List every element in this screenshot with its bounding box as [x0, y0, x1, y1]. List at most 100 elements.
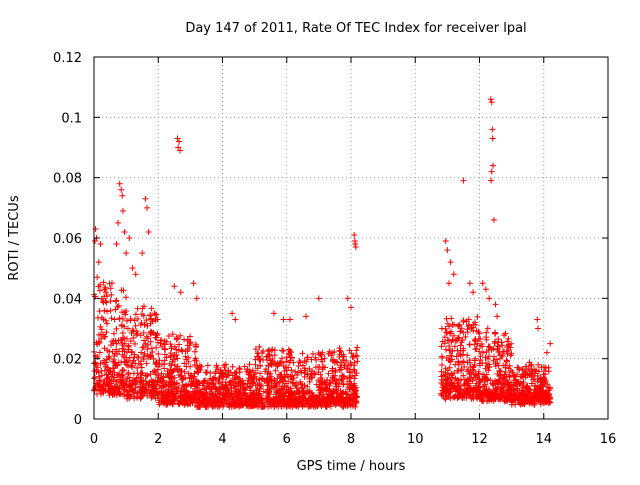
- data-point: [263, 366, 270, 373]
- data-point: [448, 356, 455, 363]
- axis-ticks: 0 2 4 6 8 10 12 14 16 0 0.02 0.04 0.06 0.08 0.1 0.12: [53, 51, 616, 447]
- data-point: [517, 380, 524, 387]
- data-point: [500, 380, 507, 387]
- data-point: [465, 378, 472, 385]
- data-point: [142, 340, 149, 347]
- data-point: [345, 396, 352, 403]
- data-point: [438, 361, 445, 368]
- data-point: [229, 363, 236, 370]
- data-point: [258, 400, 265, 407]
- data-point: [129, 327, 136, 334]
- data-point: [528, 371, 535, 378]
- data-point: [316, 351, 323, 358]
- data-point: [305, 397, 312, 404]
- data-point: [438, 376, 445, 383]
- data-point: [106, 378, 113, 385]
- data-point: [280, 378, 287, 385]
- data-point: [439, 338, 446, 345]
- data-point: [465, 322, 472, 329]
- data-point: [271, 352, 278, 359]
- data-point: [528, 380, 535, 387]
- data-point: [100, 279, 107, 286]
- data-point: [167, 374, 174, 381]
- data-point: [482, 286, 489, 293]
- data-point: [476, 348, 483, 355]
- data-point: [499, 379, 506, 386]
- data-point: [114, 304, 121, 311]
- data-point: [468, 325, 475, 332]
- data-point: [320, 387, 327, 394]
- data-point: [115, 302, 122, 309]
- data-point: [229, 310, 236, 317]
- data-point: [279, 383, 286, 390]
- data-point: [466, 280, 473, 287]
- data-point: [265, 362, 272, 369]
- data-point: [126, 395, 133, 402]
- data-point: [445, 280, 452, 287]
- data-point: [531, 382, 538, 389]
- data-point: [106, 355, 113, 362]
- data-point: [528, 398, 535, 405]
- data-point: [205, 379, 212, 386]
- data-point: [325, 370, 332, 377]
- data-point: [256, 357, 263, 364]
- data-point: [171, 343, 178, 350]
- data-point: [96, 339, 103, 346]
- data-point: [107, 307, 114, 314]
- data-point: [339, 357, 346, 364]
- data-point: [95, 369, 102, 376]
- data-point: [438, 343, 445, 350]
- data-point: [202, 391, 209, 398]
- data-point: [123, 308, 130, 315]
- data-point: [299, 350, 306, 357]
- data-point: [307, 371, 314, 378]
- data-point: [138, 370, 145, 377]
- data-point: [443, 315, 450, 322]
- x-tick-label: 0: [90, 432, 98, 447]
- data-point: [169, 331, 176, 338]
- data-point: [462, 333, 469, 340]
- data-point: [283, 358, 290, 365]
- data-point: [178, 392, 185, 399]
- data-point: [547, 384, 554, 391]
- data-point: [155, 374, 162, 381]
- data-point: [252, 395, 259, 402]
- data-point: [442, 390, 449, 397]
- data-point: [124, 325, 131, 332]
- data-point: [340, 381, 347, 388]
- data-point: [460, 329, 467, 336]
- data-point: [161, 365, 168, 372]
- data-point: [119, 207, 126, 214]
- data-point: [489, 126, 496, 133]
- data-point: [520, 370, 527, 377]
- data-point: [103, 308, 110, 315]
- data-point: [438, 368, 445, 375]
- data-point: [505, 335, 512, 342]
- data-point: [266, 382, 273, 389]
- data-point: [487, 377, 494, 384]
- data-point: [282, 374, 289, 381]
- data-point: [137, 395, 144, 402]
- data-point: [125, 346, 132, 353]
- data-point: [499, 342, 506, 349]
- data-point: [502, 369, 509, 376]
- data-point: [173, 346, 180, 353]
- data-point: [461, 382, 468, 389]
- data-point: [495, 391, 502, 398]
- data-point: [140, 381, 147, 388]
- data-point: [113, 325, 120, 332]
- data-point: [511, 373, 518, 380]
- data-point: [442, 238, 449, 245]
- data-point: [313, 393, 320, 400]
- data-point: [143, 372, 150, 379]
- data-point: [295, 362, 302, 369]
- data-point: [300, 400, 307, 407]
- data-point: [223, 373, 230, 380]
- data-point: [325, 401, 332, 408]
- data-point: [119, 368, 126, 375]
- data-point: [177, 332, 184, 339]
- data-point: [312, 398, 319, 405]
- data-point: [470, 374, 477, 381]
- data-point: [157, 340, 164, 347]
